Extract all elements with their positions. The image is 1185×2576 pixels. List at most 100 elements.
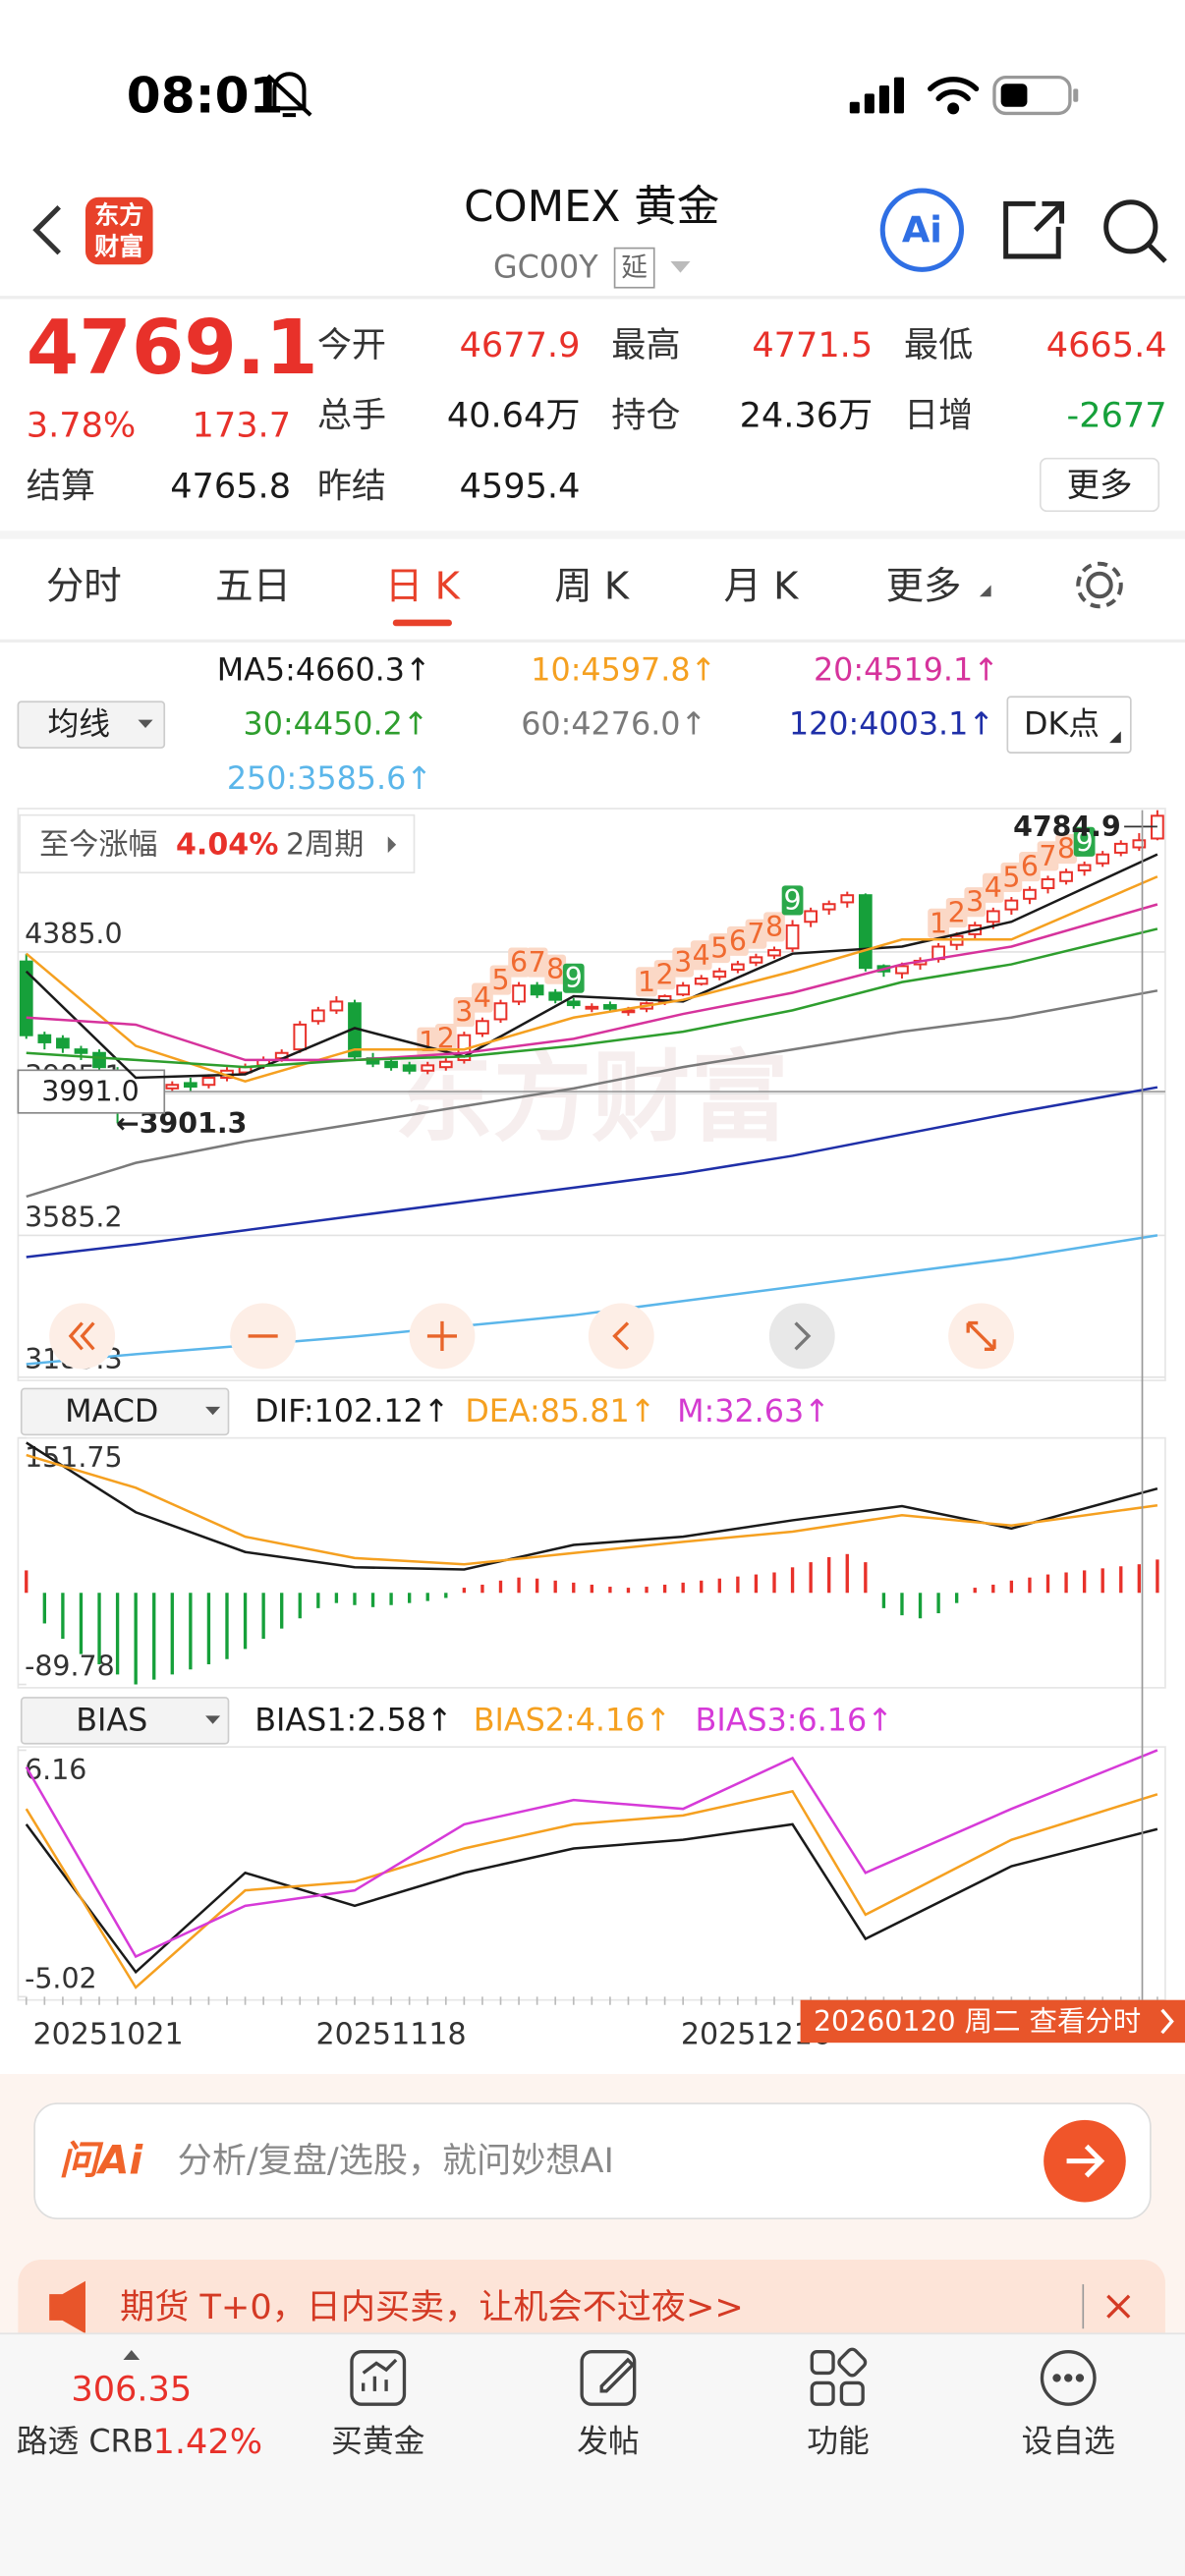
tab-bar-label[interactable]: 买黄金 xyxy=(331,2425,424,2460)
td-label: 3 xyxy=(455,996,473,1029)
nav-left[interactable] xyxy=(588,1303,654,1370)
ai-button[interactable] xyxy=(879,188,965,272)
candle-body xyxy=(19,960,33,1036)
candle-body xyxy=(712,970,727,979)
date-tooltip[interactable] xyxy=(800,1999,1185,2044)
selector-arrow xyxy=(138,719,153,729)
back-button[interactable] xyxy=(32,204,61,255)
candle-body xyxy=(731,963,745,971)
tab[interactable]: 月 K xyxy=(723,565,800,609)
field-value: 4677.9 xyxy=(460,325,581,365)
indicator-line xyxy=(25,1749,1158,1959)
share-button[interactable] xyxy=(1003,200,1065,259)
candle-body xyxy=(184,1082,198,1089)
tab[interactable]: 日 K xyxy=(385,565,462,609)
index-value[interactable]: 306.35 xyxy=(71,2370,192,2410)
field-value: -2677 xyxy=(1067,396,1167,436)
legend-label: 30:4450.2↑ xyxy=(244,707,429,743)
td-badge xyxy=(508,947,530,978)
y-tick-label: -5.02 xyxy=(25,1962,97,1994)
legend-label: 60:4276.0↑ xyxy=(521,707,706,743)
field-value: 4771.5 xyxy=(752,325,873,365)
battery-icon xyxy=(992,75,1079,116)
field-label: 结算 xyxy=(27,467,95,507)
legend-label: BIAS3:6.16↑ xyxy=(696,1703,893,1738)
indicator-line xyxy=(26,1234,1158,1366)
bias-selector-label: BIAS xyxy=(76,1703,147,1738)
selector-arrow xyxy=(205,1715,221,1724)
candle-body xyxy=(840,894,855,904)
indicator-line xyxy=(25,1822,1158,1975)
bias-selector[interactable] xyxy=(20,1697,230,1745)
range-stat-box[interactable] xyxy=(19,813,416,874)
ma-selector[interactable] xyxy=(17,700,166,749)
candle-body xyxy=(1004,899,1019,911)
field-label: 总手 xyxy=(317,396,386,436)
search-button[interactable] xyxy=(1103,199,1167,263)
td-label: 7 xyxy=(1039,840,1056,872)
tab-bar xyxy=(0,2333,1185,2576)
field-value: 4595.4 xyxy=(460,467,581,507)
more-button-label: 更多 xyxy=(1067,466,1133,504)
banner-close[interactable] xyxy=(1106,2294,1131,2319)
candle-body xyxy=(621,1009,636,1014)
td-label: 5 xyxy=(710,932,728,965)
ask-ai-logo: 问Ai xyxy=(59,2139,143,2184)
tab-underline xyxy=(392,619,452,627)
candle-body xyxy=(785,924,800,950)
field-value: 4765.8 xyxy=(170,467,291,507)
selector-arrow xyxy=(205,1406,221,1416)
tab-bar-label[interactable]: 发帖 xyxy=(577,2425,640,2460)
settings-button[interactable] xyxy=(1076,561,1123,609)
more-tab-arrow xyxy=(979,585,991,597)
dropdown-arrow[interactable] xyxy=(670,260,691,273)
td-badge xyxy=(434,1024,457,1054)
y-tick-label: 3585.2 xyxy=(25,1202,122,1234)
macd-selector[interactable] xyxy=(20,1387,230,1436)
delay-tag-box xyxy=(613,247,655,289)
tab[interactable]: 五日 xyxy=(215,565,291,609)
td-badge xyxy=(945,897,968,928)
td-badge xyxy=(708,933,731,964)
title: COMEX 黄金 xyxy=(464,183,719,232)
candle-body xyxy=(56,1037,70,1049)
td-label: 9 xyxy=(1076,825,1094,858)
candle-body xyxy=(1023,888,1037,900)
ask-ai-input[interactable] xyxy=(33,2102,1152,2220)
tab[interactable]: 分时 xyxy=(46,565,122,609)
tab[interactable]: 更多 xyxy=(886,565,962,609)
td-label: 2 xyxy=(437,1023,455,1055)
legend-label: M:32.63↑ xyxy=(677,1394,830,1429)
td-label: 8 xyxy=(765,911,783,943)
td-badge xyxy=(982,872,1004,903)
td-label: 6 xyxy=(510,946,528,979)
legend-label: DEA:85.81↑ xyxy=(465,1394,655,1429)
change: 173.7 xyxy=(193,406,292,446)
td-badge xyxy=(653,960,676,990)
tab-bar-label[interactable]: 功能 xyxy=(807,2425,870,2460)
date-tooltip-text: 20260120 周二 查看分时 xyxy=(814,2005,1141,2038)
td-label: 2 xyxy=(948,897,966,929)
candle-body xyxy=(293,1023,308,1051)
chart-overlay: 至今涨幅 4.04% 2周期 20260120 周二 查看分时 xyxy=(19,810,1185,2044)
logo[interactable] xyxy=(85,196,153,265)
range-stat-label: 至今涨幅 xyxy=(39,827,157,862)
td-label: 6 xyxy=(729,924,747,957)
dk-button[interactable] xyxy=(1006,696,1132,754)
candle-body xyxy=(1096,853,1110,865)
index-change: 1.42% xyxy=(153,2422,263,2462)
logo-text: 财富 xyxy=(94,232,143,260)
td-label: 4 xyxy=(693,939,710,972)
nav-right[interactable] xyxy=(768,1303,835,1370)
more-button[interactable] xyxy=(1039,457,1160,513)
send-arrow xyxy=(1066,2144,1105,2178)
td-label: 4 xyxy=(474,981,491,1014)
tab-bar-label[interactable]: 设自选 xyxy=(1022,2425,1115,2460)
field-value: 24.36万 xyxy=(740,396,874,436)
field-label: 今开 xyxy=(317,325,386,365)
field-label: 日增 xyxy=(904,396,973,436)
td-label: 5 xyxy=(1002,861,1020,893)
tab[interactable]: 周 K xyxy=(554,565,631,609)
td-badge xyxy=(928,908,949,938)
td-label: 8 xyxy=(546,953,564,985)
